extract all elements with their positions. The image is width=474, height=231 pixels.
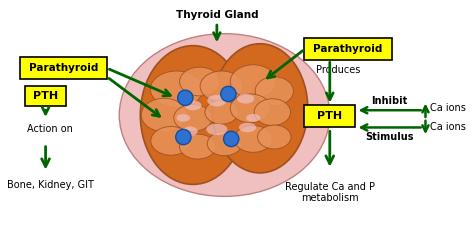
- Ellipse shape: [254, 99, 291, 125]
- Ellipse shape: [141, 98, 187, 132]
- Circle shape: [221, 86, 236, 102]
- Ellipse shape: [151, 127, 191, 155]
- Ellipse shape: [200, 71, 243, 102]
- Ellipse shape: [206, 124, 228, 135]
- Ellipse shape: [205, 100, 238, 124]
- Ellipse shape: [180, 134, 216, 159]
- Text: Bone, Kidney, GIT: Bone, Kidney, GIT: [7, 180, 94, 190]
- Text: PTH: PTH: [317, 111, 342, 121]
- Ellipse shape: [230, 65, 276, 98]
- Text: Ca ions: Ca ions: [430, 122, 466, 132]
- Ellipse shape: [207, 95, 227, 106]
- Text: Stimulus: Stimulus: [365, 132, 413, 142]
- Ellipse shape: [140, 46, 246, 184]
- Ellipse shape: [180, 67, 220, 96]
- Ellipse shape: [150, 71, 203, 107]
- Text: Produces: Produces: [316, 65, 361, 75]
- Text: Parathyroid: Parathyroid: [29, 63, 99, 73]
- Text: Inhibit: Inhibit: [371, 96, 407, 106]
- Text: Action on: Action on: [27, 124, 73, 134]
- Ellipse shape: [234, 125, 273, 152]
- FancyBboxPatch shape: [20, 57, 107, 79]
- Ellipse shape: [207, 132, 242, 156]
- Ellipse shape: [212, 44, 308, 173]
- Ellipse shape: [239, 123, 256, 132]
- Circle shape: [176, 129, 191, 145]
- Text: Thyroid Gland: Thyroid Gland: [175, 9, 258, 20]
- Ellipse shape: [119, 34, 330, 196]
- Ellipse shape: [177, 114, 190, 122]
- Ellipse shape: [184, 101, 201, 110]
- Ellipse shape: [257, 125, 291, 149]
- Ellipse shape: [230, 94, 271, 123]
- Ellipse shape: [237, 94, 254, 103]
- Circle shape: [178, 90, 193, 106]
- FancyBboxPatch shape: [304, 105, 355, 127]
- Ellipse shape: [255, 77, 293, 106]
- Circle shape: [224, 131, 239, 147]
- Ellipse shape: [246, 114, 260, 122]
- FancyBboxPatch shape: [25, 86, 66, 106]
- Text: PTH: PTH: [33, 91, 58, 101]
- Text: Parathyroid: Parathyroid: [313, 44, 383, 54]
- Ellipse shape: [174, 104, 212, 131]
- Text: Ca ions: Ca ions: [430, 103, 466, 113]
- Text: Regulate Ca and P
metabolism: Regulate Ca and P metabolism: [285, 182, 375, 203]
- Ellipse shape: [182, 127, 198, 136]
- FancyBboxPatch shape: [304, 38, 392, 60]
